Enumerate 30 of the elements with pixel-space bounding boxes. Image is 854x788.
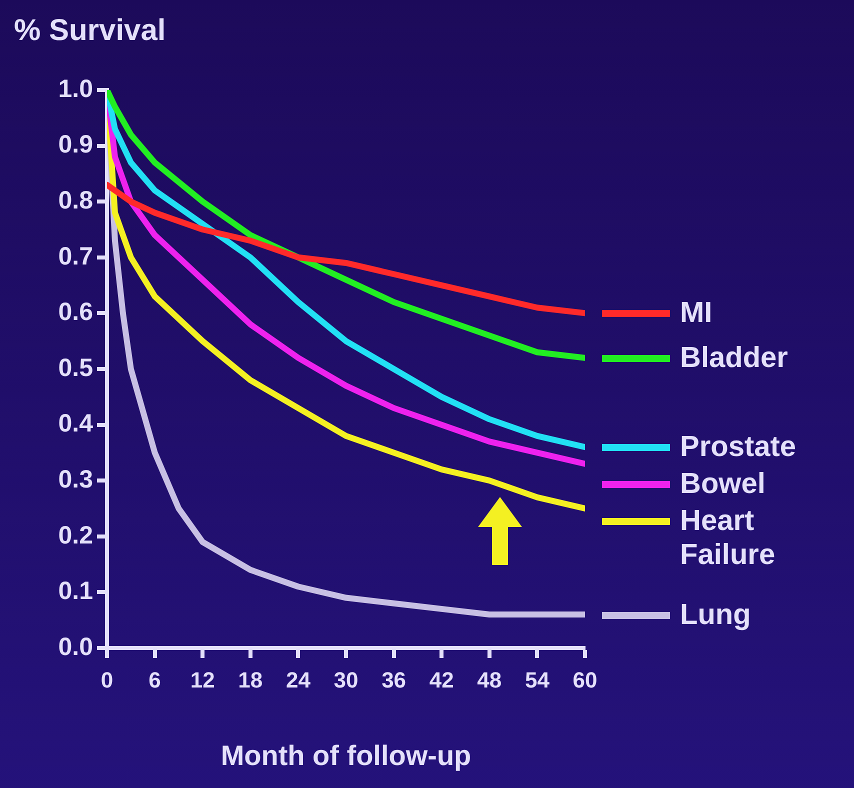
x-tick-label: 6 [148,667,161,692]
y-tick-label: 1.0 [58,74,93,103]
x-axis-title: Month of follow-up [220,740,472,772]
x-tick-label: 24 [286,667,312,692]
y-tick-label: 0.5 [58,354,94,382]
legend-label: Prostate [680,430,798,464]
y-tick-label: 0.0 [58,632,93,661]
x-tick-label: 60 [572,667,598,692]
x-tick-label: 36 [382,667,406,692]
y-tick-label: 0.1 [58,577,94,606]
x-tick-label: 30 [334,667,358,692]
y-tick-label: 0.6 [58,298,93,326]
y-tick-label: 0.2 [58,521,93,550]
x-tick-label: 54 [524,667,550,692]
legend-label: MI [680,296,714,330]
y-tick-label: 0.4 [58,410,94,438]
y-tick-label: 0.7 [58,242,93,270]
legend-label: Bowel [680,467,766,502]
y-tick-label: 0.3 [58,465,93,494]
legend-label: Bladder [680,340,789,375]
x-tick-label: 0 [100,667,114,692]
x-tick-label: 18 [238,667,263,692]
legend-label: Lung [680,598,752,632]
y-tick-label: 0.8 [58,186,94,214]
y-axis-title: % Survival [14,14,166,48]
x-tick-label: 48 [477,667,502,692]
legend-label: Heart Failure [680,504,776,572]
x-tick-label: 42 [429,667,454,692]
y-tick-label: 0.9 [58,130,93,159]
x-tick-label: 12 [190,667,215,692]
